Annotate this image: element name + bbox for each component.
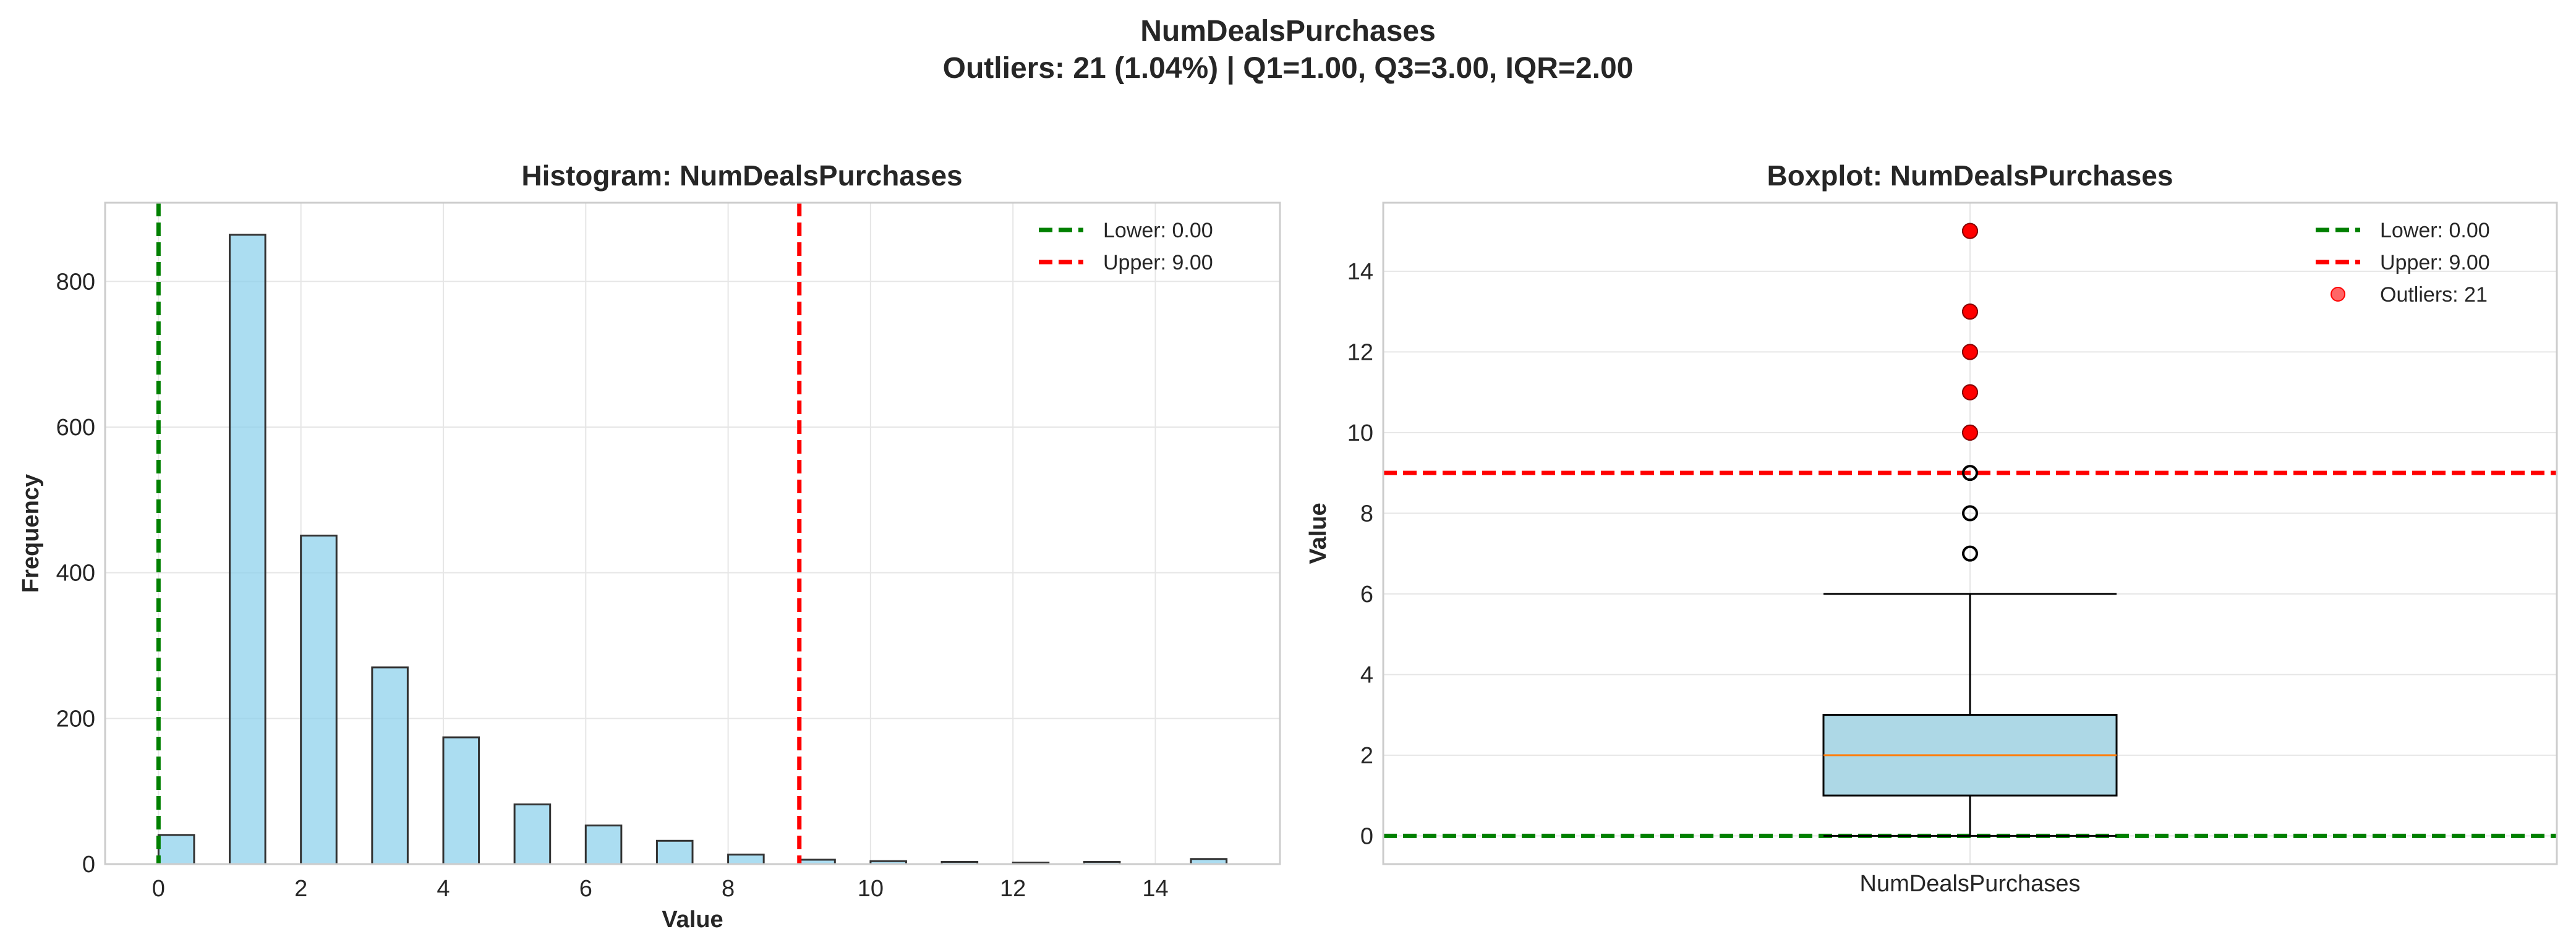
histogram-y-tick-label: 0 xyxy=(82,852,95,878)
histogram-y-tick-label: 600 xyxy=(56,415,95,441)
legend-label: Lower: 0.00 xyxy=(2380,219,2490,242)
boxplot-flier xyxy=(1962,505,1978,522)
histogram-plot-frame xyxy=(104,201,1281,865)
histogram-x-axis-label: Value xyxy=(662,907,723,933)
boxplot-flier xyxy=(1962,545,1978,562)
histogram-x-tick-label: 8 xyxy=(722,876,735,902)
boxplot-y-tick-label: 0 xyxy=(1360,823,1373,849)
boxplot-outlier-point xyxy=(1962,223,1978,239)
boxplot-y-ticks: 0 2 4 6 8 10 12 14 xyxy=(1347,259,1373,849)
histogram-y-axis-label: Frequency xyxy=(18,474,44,593)
figure-subtitle: Outliers: 21 (1.04%) | Q1=1.00, Q3=3.00,… xyxy=(943,52,1634,85)
histogram-x-tick-label: 12 xyxy=(1000,876,1026,902)
boxplot-body xyxy=(1822,593,2118,837)
histogram-bar xyxy=(442,736,480,865)
histogram-x-tick-label: 10 xyxy=(858,876,884,902)
boxplot-y-tick-label: 10 xyxy=(1347,420,1373,446)
histogram-bar xyxy=(229,234,267,865)
histogram-x-tick-label: 2 xyxy=(294,876,307,902)
histogram-bar xyxy=(584,825,623,865)
histogram-bar xyxy=(300,535,338,865)
legend-label: Lower: 0.00 xyxy=(1103,219,1213,242)
histogram-x-ticks: 0 2 4 6 8 10 12 14 xyxy=(152,876,1169,902)
histogram-y-tick-label: 200 xyxy=(56,706,95,732)
boxplot-x-tick-label: NumDealsPurchases xyxy=(1860,871,2081,897)
histogram-bars xyxy=(157,234,1228,865)
boxplot-y-axis-label: Value xyxy=(1305,503,1331,564)
histogram-bar xyxy=(157,834,195,865)
histogram-y-ticks: 0 200 400 600 800 xyxy=(56,269,95,878)
histogram-bar xyxy=(727,854,765,865)
boxplot-y-tick-label: 4 xyxy=(1360,662,1373,688)
boxplot-fliers xyxy=(1962,223,1978,562)
boxplot-title: Boxplot: NumDealsPurchases xyxy=(1767,159,2173,192)
histogram-x-tick-label: 4 xyxy=(437,876,450,902)
boxplot-outlier-point xyxy=(1962,424,1978,441)
boxplot-panel: Boxplot: NumDealsPurchases 0 2 4 6 8 10 12 14 N… xyxy=(1305,159,2558,897)
boxplot-outlier-point xyxy=(1962,303,1978,320)
boxplot-outlier-point xyxy=(1962,384,1978,401)
boxplot-y-tick-label: 14 xyxy=(1347,259,1373,285)
histogram-grid xyxy=(105,203,1280,865)
histogram-y-tick-label: 400 xyxy=(56,561,95,587)
boxplot-outlier-point xyxy=(1962,344,1978,360)
boxplot-y-tick-label: 8 xyxy=(1360,501,1373,527)
histogram-bar xyxy=(371,666,409,865)
boxplot-legend: Lower: 0.00 Upper: 9.00 Outliers: 21 xyxy=(2316,219,2490,307)
histogram-threshold-lines xyxy=(156,203,802,864)
histogram-bar xyxy=(655,839,694,865)
legend-label: Upper: 9.00 xyxy=(1103,251,1213,274)
histogram-x-tick-label: 6 xyxy=(579,876,592,902)
boxplot-y-tick-label: 12 xyxy=(1347,339,1373,365)
boxplot-plot-frame xyxy=(1382,201,2558,865)
figure-title: NumDealsPurchases xyxy=(1140,15,1436,48)
boxplot-flier xyxy=(1962,465,1978,481)
histogram-x-tick-label: 14 xyxy=(1142,876,1168,902)
histogram-y-tick-label: 800 xyxy=(56,269,95,295)
histogram-panel: Histogram: NumDealsPurchases 0 2 4 6 8 10 12 14… xyxy=(18,159,1281,933)
boxplot-y-tick-label: 6 xyxy=(1360,582,1373,608)
histogram-x-tick-label: 0 xyxy=(152,876,165,902)
legend-dot-swatch xyxy=(2331,287,2345,302)
legend-label: Outliers: 21 xyxy=(2380,283,2488,307)
legend-label: Upper: 9.00 xyxy=(2380,251,2490,274)
boxplot-y-tick-label: 2 xyxy=(1360,743,1373,769)
histogram-bar xyxy=(513,803,552,865)
histogram-legend: Lower: 0.00 Upper: 9.00 xyxy=(1039,219,1213,274)
histogram-title: Histogram: NumDealsPurchases xyxy=(521,159,962,192)
